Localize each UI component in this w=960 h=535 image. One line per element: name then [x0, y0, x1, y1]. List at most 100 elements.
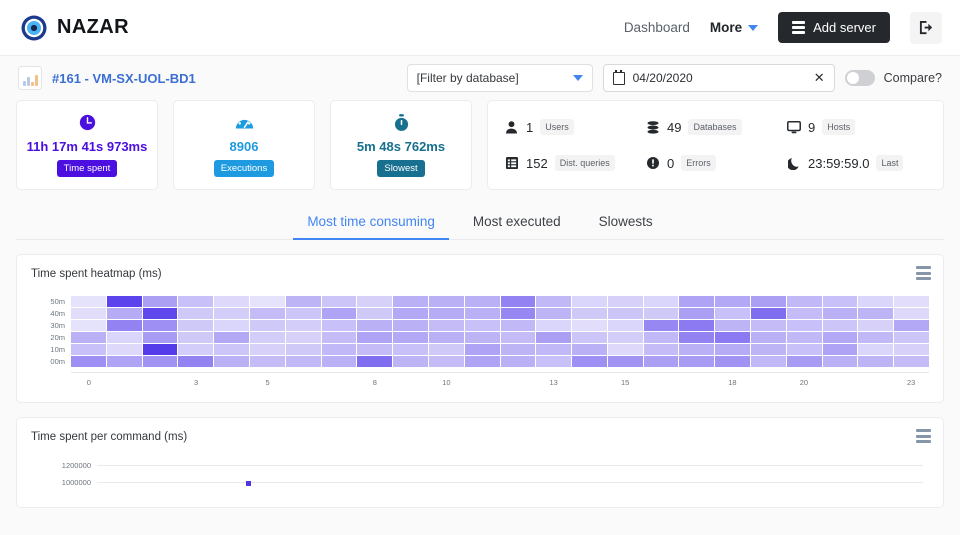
- heatmap-cell[interactable]: [643, 344, 679, 355]
- heatmap-cell[interactable]: [71, 332, 106, 343]
- heatmap-cell[interactable]: [715, 356, 751, 367]
- heatmap-cell[interactable]: [249, 332, 285, 343]
- heatmap-cell[interactable]: [285, 344, 321, 355]
- heatmap-cell[interactable]: [751, 320, 786, 331]
- heatmap-cell[interactable]: [607, 296, 643, 307]
- heatmap-cell[interactable]: [71, 356, 106, 367]
- heatmap-cell[interactable]: [715, 296, 751, 307]
- heatmap-cell[interactable]: [428, 344, 464, 355]
- heatmap-cell[interactable]: [428, 356, 464, 367]
- heatmap-cell[interactable]: [894, 320, 929, 331]
- heatmap-cell[interactable]: [500, 344, 536, 355]
- heatmap-cell[interactable]: [464, 356, 500, 367]
- heatmap-cell[interactable]: [715, 308, 751, 319]
- heatmap-cell[interactable]: [357, 344, 393, 355]
- heatmap-cell[interactable]: [500, 356, 536, 367]
- heatmap-cell[interactable]: [572, 332, 607, 343]
- heatmap-cell[interactable]: [822, 356, 858, 367]
- heatmap-cell[interactable]: [285, 308, 321, 319]
- heatmap-cell[interactable]: [393, 356, 428, 367]
- heatmap-cell[interactable]: [894, 296, 929, 307]
- heatmap-cell[interactable]: [428, 332, 464, 343]
- heatmap-cell[interactable]: [643, 332, 679, 343]
- heatmap-cell[interactable]: [858, 356, 894, 367]
- heatmap-cell[interactable]: [249, 356, 285, 367]
- heatmap-cell[interactable]: [71, 308, 106, 319]
- heatmap-cell[interactable]: [71, 344, 106, 355]
- heatmap-cell[interactable]: [715, 332, 751, 343]
- heatmap-cell[interactable]: [178, 320, 214, 331]
- heatmap-cell[interactable]: [357, 356, 393, 367]
- heatmap-cell[interactable]: [786, 356, 822, 367]
- heatmap-cell[interactable]: [142, 332, 178, 343]
- heatmap-cell[interactable]: [249, 320, 285, 331]
- heatmap-cell[interactable]: [285, 332, 321, 343]
- heatmap-cell[interactable]: [572, 320, 607, 331]
- heatmap-cell[interactable]: [822, 320, 858, 331]
- heatmap-cell[interactable]: [71, 296, 106, 307]
- clear-date-icon[interactable]: ✕: [813, 70, 825, 85]
- heatmap-cell[interactable]: [607, 308, 643, 319]
- heatmap-cell[interactable]: [751, 356, 786, 367]
- heatmap-cell[interactable]: [822, 308, 858, 319]
- heatmap-cell[interactable]: [178, 308, 214, 319]
- heatmap-cell[interactable]: [178, 344, 214, 355]
- nav-dashboard[interactable]: Dashboard: [623, 20, 690, 35]
- heatmap-cell[interactable]: [643, 320, 679, 331]
- heatmap-cell[interactable]: [715, 320, 751, 331]
- heatmap-cell[interactable]: [393, 344, 428, 355]
- heatmap-cell[interactable]: [500, 332, 536, 343]
- heatmap-cell[interactable]: [894, 356, 929, 367]
- heatmap-cell[interactable]: [464, 320, 500, 331]
- heatmap-cell[interactable]: [393, 320, 428, 331]
- heatmap-cell[interactable]: [572, 356, 607, 367]
- tab-slowests[interactable]: Slowests: [598, 214, 653, 229]
- heatmap-cell[interactable]: [106, 344, 142, 355]
- heatmap-cell[interactable]: [106, 332, 142, 343]
- heatmap-cell[interactable]: [536, 296, 572, 307]
- heatmap-cell[interactable]: [500, 296, 536, 307]
- heatmap-cell[interactable]: [607, 344, 643, 355]
- heatmap-cell[interactable]: [572, 344, 607, 355]
- heatmap-cell[interactable]: [249, 296, 285, 307]
- heatmap-cell[interactable]: [106, 320, 142, 331]
- heatmap-cell[interactable]: [894, 308, 929, 319]
- heatmap-cell[interactable]: [786, 320, 822, 331]
- heatmap-cell[interactable]: [71, 320, 106, 331]
- heatmap-cell[interactable]: [321, 296, 357, 307]
- heatmap-cell[interactable]: [536, 356, 572, 367]
- heatmap-cell[interactable]: [715, 344, 751, 355]
- heatmap-cell[interactable]: [357, 332, 393, 343]
- heatmap-cell[interactable]: [214, 356, 249, 367]
- date-input[interactable]: 04/20/2020 ✕: [602, 64, 835, 92]
- scatter-point[interactable]: [245, 481, 251, 486]
- heatmap-cell[interactable]: [464, 308, 500, 319]
- heatmap-cell[interactable]: [428, 308, 464, 319]
- heatmap-cell[interactable]: [536, 308, 572, 319]
- heatmap-cell[interactable]: [178, 332, 214, 343]
- logout-button[interactable]: [910, 11, 942, 44]
- heatmap-cell[interactable]: [822, 296, 858, 307]
- heatmap-cell[interactable]: [142, 344, 178, 355]
- heatmap-cell[interactable]: [321, 308, 357, 319]
- heatmap-cell[interactable]: [607, 332, 643, 343]
- heatmap-cell[interactable]: [607, 320, 643, 331]
- heatmap-cell[interactable]: [142, 308, 178, 319]
- heatmap-cell[interactable]: [679, 344, 715, 355]
- heatmap-cell[interactable]: [858, 308, 894, 319]
- heatmap-cell[interactable]: [321, 320, 357, 331]
- heatmap-cell[interactable]: [822, 344, 858, 355]
- heatmap-cell[interactable]: [106, 308, 142, 319]
- heatmap-cell[interactable]: [285, 296, 321, 307]
- heatmap-cell[interactable]: [214, 344, 249, 355]
- heatmap-cell[interactable]: [214, 320, 249, 331]
- add-server-button[interactable]: Add server: [778, 12, 890, 43]
- heatmap-cell[interactable]: [106, 296, 142, 307]
- heatmap-cell[interactable]: [214, 332, 249, 343]
- heatmap-cell[interactable]: [178, 296, 214, 307]
- heatmap-cell[interactable]: [428, 320, 464, 331]
- heatmap-cell[interactable]: [249, 344, 285, 355]
- heatmap-cell[interactable]: [214, 308, 249, 319]
- heatmap-cell[interactable]: [285, 320, 321, 331]
- heatmap-cell[interactable]: [214, 296, 249, 307]
